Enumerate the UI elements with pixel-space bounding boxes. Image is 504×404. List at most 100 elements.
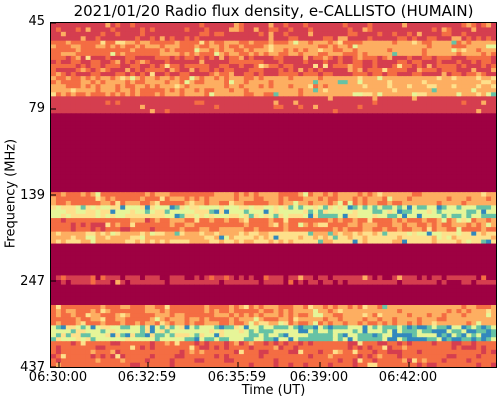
heatmap-cell [199,96,205,102]
heatmap-cell [446,213,453,219]
heatmap-cell [367,128,373,134]
heatmap-cell [130,104,136,110]
heatmap-cell [85,88,92,93]
heatmap-cell [214,205,220,211]
heatmap-cell [426,243,433,249]
heatmap-cell [456,52,462,57]
heatmap-cell [402,227,408,233]
heatmap-cell [110,222,116,228]
heatmap-cell [436,88,443,93]
heatmap-cell [347,187,354,193]
heatmap-cell [105,23,111,29]
heatmap-cell [51,52,57,57]
heatmap-cell [51,36,57,42]
heatmap-cell [248,156,255,161]
heatmap-cell [278,80,284,85]
heatmap-cell [421,44,428,49]
heatmap-cell [491,132,496,138]
heatmap-cell [130,239,136,245]
heatmap-cell [392,68,398,73]
heatmap-cell [238,200,245,206]
heatmap-cell [318,152,324,157]
heatmap-cell [426,148,433,153]
heatmap-cell [357,136,364,142]
heatmap-cell [80,247,87,253]
heatmap-cell [298,40,304,46]
heatmap-cell [327,235,334,241]
heatmap-cell [471,167,477,172]
heatmap-cell [362,88,369,93]
heatmap-cell [372,63,378,69]
heatmap-cell [110,92,116,97]
heatmap-cell [80,113,87,118]
heatmap-cell [100,213,106,219]
heatmap-cell [486,63,492,69]
heatmap-cell [144,121,151,126]
heatmap-cell [421,121,428,126]
heatmap-cell [174,243,181,249]
heatmap-cell [209,96,215,102]
heatmap-cell [85,196,92,202]
heatmap-cell [75,196,82,202]
heatmap-cell [224,227,230,233]
heatmap-cell [273,200,280,206]
heatmap-cell [100,72,106,77]
heatmap-cell [65,200,72,206]
heatmap-cell [174,231,181,237]
heatmap-cell [471,239,477,245]
heatmap-cell [120,192,126,198]
heatmap-cell [233,179,240,185]
heatmap-cell [421,227,428,233]
heatmap-cell [105,174,111,180]
heatmap-cell [337,68,344,73]
heatmap-cell [481,167,487,172]
heatmap-cell [347,36,354,42]
heatmap-cell [174,63,181,69]
heatmap-cell [451,218,458,224]
heatmap-cell [258,160,265,165]
heatmap-cell [342,40,349,46]
heatmap-cell [431,88,438,93]
heatmap-cell [90,239,97,245]
heatmap-cell [342,52,349,57]
heatmap-cell [411,148,418,153]
heatmap-cell [387,76,393,81]
heatmap-cell [367,88,373,93]
heatmap-cell [456,40,462,46]
heatmap-cell [120,235,126,241]
heatmap-cell [486,160,492,165]
heatmap-cell [476,187,482,193]
heatmap-cell [140,235,146,241]
heatmap-cell [199,227,205,233]
heatmap-cell [70,222,77,228]
heatmap-cell [322,121,329,126]
heatmap-cell [144,200,151,206]
heatmap-cell [115,136,121,142]
heatmap-cell [51,72,57,77]
heatmap-cell [298,36,304,42]
heatmap-cell [298,140,304,146]
heatmap-cell [377,227,383,233]
heatmap-cell [85,132,92,138]
heatmap-cell [273,92,280,97]
heatmap-cell [362,218,369,224]
heatmap-cell [357,160,364,165]
heatmap-cell [140,174,146,180]
heatmap-cell [184,209,191,215]
heatmap-cell [110,128,116,134]
heatmap-cell [421,167,428,172]
heatmap-cell [90,187,97,193]
heatmap-cell [476,174,482,180]
heatmap-cell [441,144,448,150]
heatmap-cell [446,179,453,185]
heatmap-cell [446,239,453,245]
heatmap-cell [85,156,92,161]
heatmap-cell [377,76,383,81]
heatmap-cell [229,243,235,249]
heatmap-cell [402,125,408,130]
heatmap-cell [357,171,364,176]
heatmap-cell [55,121,62,126]
heatmap-cell [238,243,245,249]
heatmap-cell [268,235,275,241]
heatmap-cell [51,92,57,97]
